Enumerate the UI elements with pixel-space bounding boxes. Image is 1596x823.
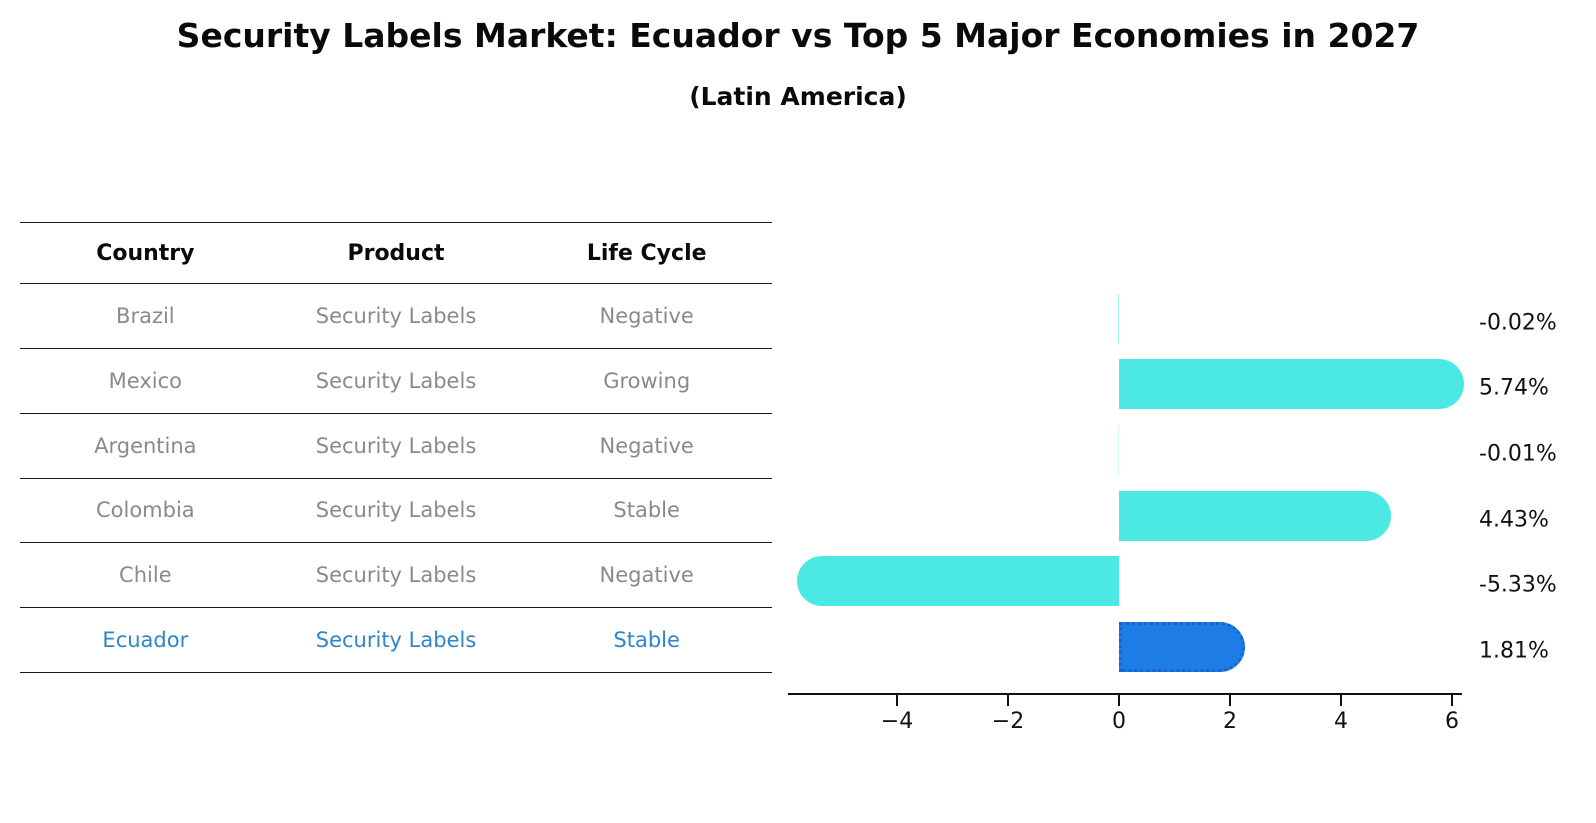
- table-header-product: Product: [347, 240, 445, 266]
- table-row: Mexico Security Labels Growing: [20, 349, 772, 414]
- value-label-ecuador: 1.81%: [1479, 638, 1549, 664]
- table-row: Chile Security Labels Negative: [20, 543, 772, 609]
- bar-colombia: [1119, 490, 1391, 541]
- bar-chile: [797, 556, 1119, 607]
- table-row: Ecuador Security Labels Stable: [20, 608, 772, 673]
- table-cell-country: Colombia: [95, 498, 195, 523]
- x-tick-mark: [1450, 695, 1454, 706]
- table-cell-country: Argentina: [94, 433, 197, 458]
- country-table: Country Product Life Cycle Brazil Securit…: [20, 222, 772, 673]
- value-label-chile: -5.33%: [1479, 572, 1557, 598]
- table-cell-product: Security Labels: [315, 628, 477, 653]
- table-cell-product: Security Labels: [315, 368, 477, 393]
- bar-mexico: [1119, 359, 1464, 410]
- x-tick-mark: [1228, 695, 1232, 706]
- chart-subtitle: (Latin America): [689, 82, 907, 111]
- x-tick-label: −2: [991, 709, 1025, 734]
- table-cell-product: Security Labels: [315, 433, 477, 458]
- table-cell-life-cycle: Growing: [603, 368, 691, 393]
- value-label-colombia: 4.43%: [1479, 507, 1549, 533]
- table-cell-country: Ecuador: [102, 628, 189, 653]
- table-cell-product: Security Labels: [315, 563, 477, 588]
- x-tick-label: 4: [1334, 709, 1348, 734]
- x-tick-mark: [895, 695, 899, 706]
- bar-highlight-ecuador: [1119, 621, 1246, 672]
- x-tick-label: 2: [1223, 709, 1237, 734]
- x-tick-mark: [1339, 695, 1343, 706]
- table-cell-product: Security Labels: [315, 498, 477, 523]
- x-tick-label: 6: [1445, 709, 1459, 734]
- bar-argentina: [1117, 425, 1119, 475]
- table-body: Brazil Security Labels Negative Mexico Secur…: [20, 284, 772, 673]
- table-cell-life-cycle: Negative: [599, 563, 694, 588]
- table-cell-life-cycle: Stable: [613, 628, 680, 653]
- table-row: Brazil Security Labels Negative: [20, 284, 772, 349]
- table-header-row: Country Product Life Cycle: [20, 222, 772, 285]
- table-cell-country: Brazil: [116, 304, 175, 329]
- x-tick-mark: [1117, 695, 1121, 706]
- x-tick-label: −4: [880, 709, 914, 734]
- table-header-lifecycle: Life Cycle: [586, 240, 707, 266]
- table-row: Colombia Security Labels Stable: [20, 479, 772, 544]
- table-cell-life-cycle: Negative: [599, 304, 694, 329]
- table-header-country: Country: [96, 240, 195, 266]
- table-cell-product: Security Labels: [315, 304, 477, 329]
- x-tick-mark: [1006, 695, 1010, 706]
- table-cell-country: Mexico: [108, 368, 182, 393]
- value-label-mexico: 5.74%: [1479, 375, 1549, 401]
- x-axis-line: [788, 693, 1462, 696]
- table-cell-country: Chile: [119, 563, 172, 588]
- bar-brazil: [1117, 293, 1119, 344]
- value-label-brazil: -0.02%: [1479, 310, 1557, 336]
- chart-title: Security Labels Market: Ecuador vs Top 5…: [176, 16, 1420, 55]
- table-cell-life-cycle: Negative: [599, 433, 694, 458]
- value-label-argentina: -0.01%: [1479, 441, 1557, 467]
- x-tick-label: 0: [1112, 709, 1126, 734]
- table-cell-life-cycle: Stable: [613, 498, 680, 523]
- table-row: Argentina Security Labels Negative: [20, 414, 772, 479]
